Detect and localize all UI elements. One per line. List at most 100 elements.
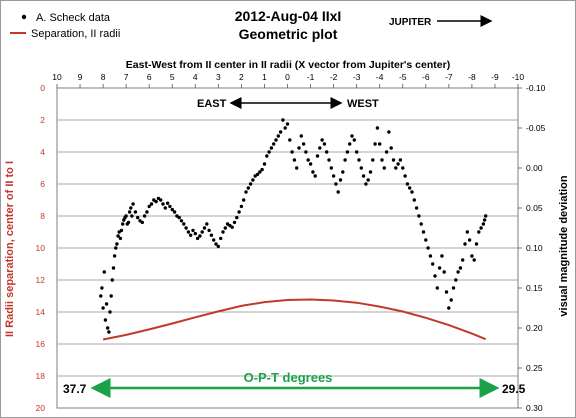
data-point	[396, 162, 400, 166]
data-point	[456, 270, 460, 274]
data-point	[104, 302, 109, 306]
data-point	[350, 134, 354, 138]
data-point	[165, 201, 170, 205]
data-point	[246, 186, 250, 190]
separation-curve	[102, 298, 487, 341]
data-point	[334, 182, 338, 186]
data-point	[237, 210, 241, 214]
data-point	[101, 306, 105, 310]
left-tick-label: 8	[40, 211, 45, 221]
data-point	[433, 274, 437, 278]
data-point	[329, 166, 333, 170]
top-tick-label: 8	[101, 72, 106, 82]
data-point	[126, 220, 131, 225]
data-point	[230, 225, 234, 229]
data-point	[398, 158, 403, 162]
data-point	[214, 242, 218, 246]
left-tick-label: 20	[36, 403, 46, 413]
data-point	[207, 228, 211, 233]
data-point	[479, 226, 483, 230]
top-tick-label: -2	[330, 72, 338, 82]
opt-left-value: 37.7	[63, 382, 87, 396]
data-point	[403, 174, 407, 178]
data-point	[269, 146, 274, 150]
data-point	[482, 218, 487, 222]
data-point	[361, 174, 366, 178]
right-tick-label: 0.10	[526, 243, 543, 253]
data-point	[401, 166, 405, 170]
scheck-data-series	[99, 118, 488, 334]
data-point	[209, 233, 214, 237]
west-label: WEST	[347, 98, 379, 110]
data-point	[186, 230, 191, 234]
data-point	[102, 270, 107, 274]
data-point	[112, 254, 117, 258]
left-axis-ticks: 0 2 4 6 8 10 12 14 16 18 20	[36, 83, 46, 413]
data-point	[110, 278, 115, 282]
data-point	[295, 166, 299, 170]
data-point	[380, 158, 384, 162]
data-point	[331, 174, 336, 178]
right-tick-label: 0.30	[526, 403, 543, 413]
chart-title: 2012-Aug-04 IIxI	[235, 8, 342, 24]
data-point	[435, 286, 439, 290]
data-point	[283, 126, 287, 130]
data-point	[212, 238, 216, 242]
data-point	[149, 202, 154, 206]
data-point	[191, 228, 195, 233]
data-point	[292, 158, 297, 162]
data-point	[267, 150, 271, 154]
data-point	[124, 214, 128, 218]
data-point	[364, 182, 368, 186]
data-point	[106, 326, 110, 330]
opt-right-value: 29.5	[502, 382, 526, 396]
data-point	[100, 286, 104, 290]
legend-label-separation: Separation, II radii	[31, 28, 120, 40]
data-point	[336, 190, 340, 194]
data-point	[387, 130, 391, 134]
top-tick-label: 3	[216, 72, 221, 82]
data-point	[412, 198, 416, 202]
data-point	[375, 126, 380, 130]
data-point	[389, 146, 393, 150]
data-point	[368, 170, 373, 174]
data-point	[288, 138, 292, 142]
right-tick-label: 0.00	[526, 163, 543, 173]
data-point	[357, 158, 361, 162]
data-point	[170, 207, 174, 212]
data-point	[359, 166, 363, 170]
data-point	[481, 222, 486, 226]
data-point	[179, 219, 184, 223]
data-point	[107, 330, 111, 334]
data-point	[424, 238, 428, 242]
data-point	[131, 202, 135, 206]
data-point	[205, 222, 209, 226]
left-tick-label: 16	[36, 339, 46, 349]
data-point	[474, 242, 479, 246]
data-point	[472, 258, 476, 262]
data-point	[454, 278, 458, 282]
top-tick-label: 1	[262, 72, 267, 82]
data-point	[145, 210, 149, 214]
data-point	[366, 178, 370, 182]
data-point	[327, 158, 331, 162]
data-point	[470, 254, 474, 258]
data-point	[384, 150, 389, 154]
top-tick-label: -3	[353, 72, 361, 82]
data-point	[242, 198, 246, 202]
data-point	[437, 266, 442, 270]
data-point	[198, 234, 202, 238]
top-tick-label: -4	[376, 72, 384, 82]
data-point	[235, 215, 239, 220]
data-point	[315, 154, 320, 158]
data-point	[461, 258, 465, 262]
data-point	[202, 226, 207, 230]
left-tick-label: 4	[40, 147, 45, 157]
opt-label: O-P-T degrees	[244, 370, 333, 385]
data-point	[417, 214, 421, 218]
data-point	[355, 150, 359, 154]
data-point	[130, 214, 134, 218]
top-tick-label: -6	[422, 72, 430, 82]
right-tick-label: 0.05	[526, 203, 543, 213]
data-point	[200, 230, 204, 234]
